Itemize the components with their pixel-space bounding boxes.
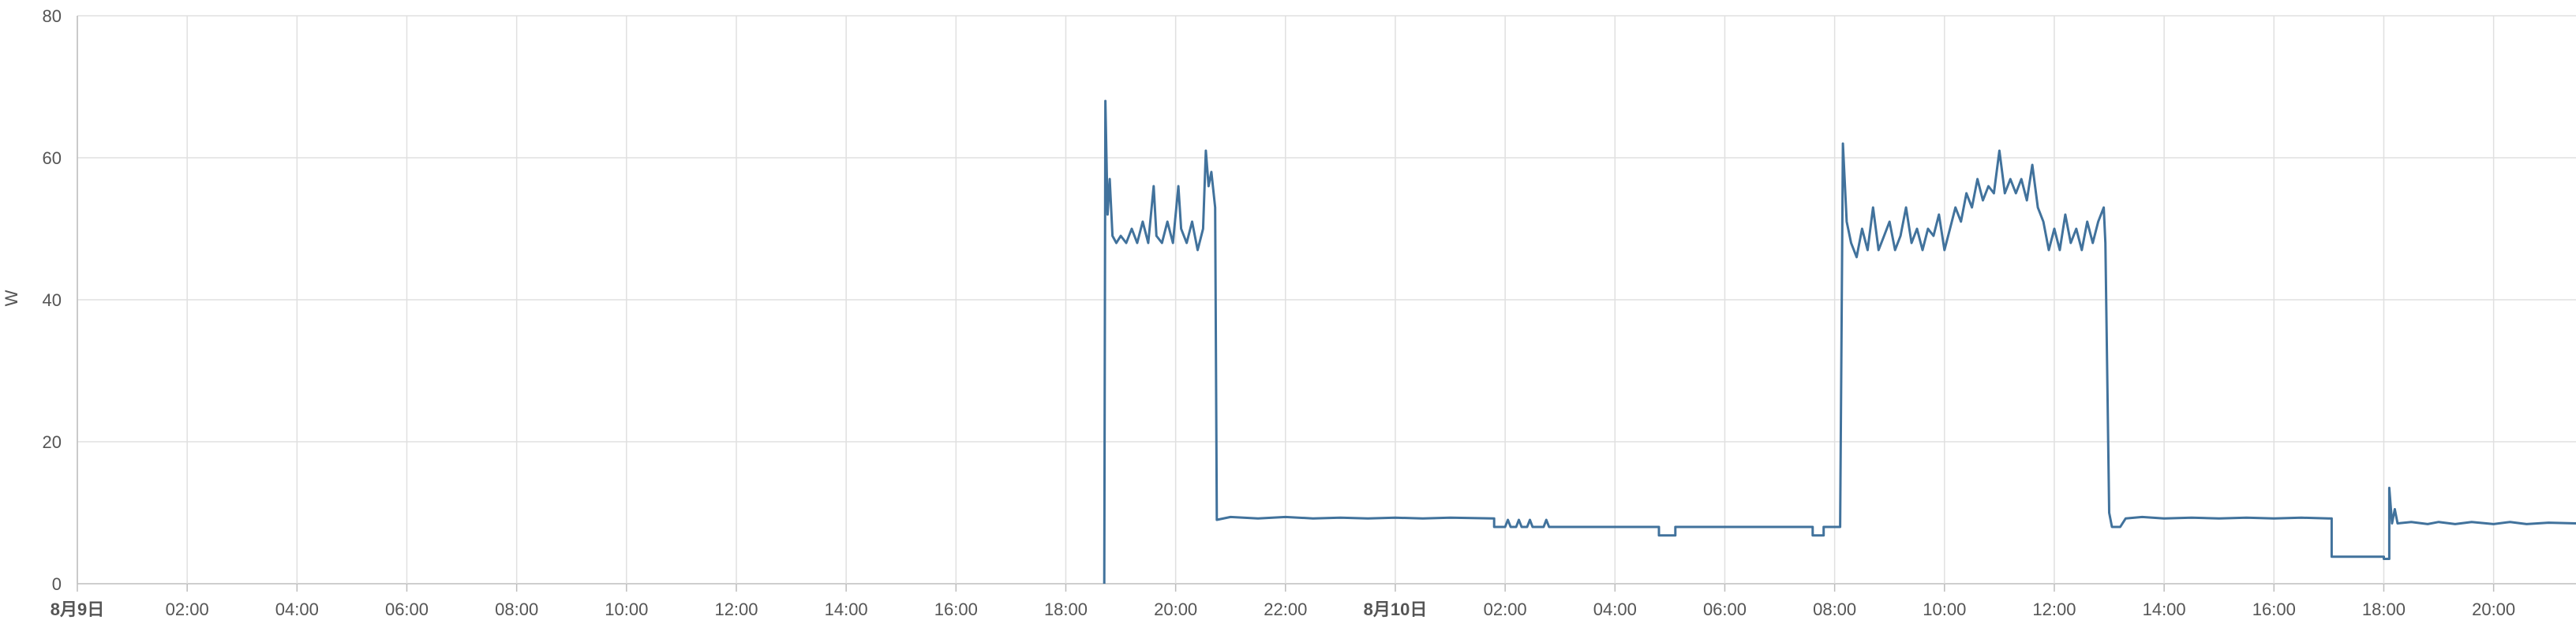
y-tick-label: 80: [43, 6, 62, 26]
x-tick-label: 08:00: [1813, 600, 1856, 619]
x-tick-label: 02:00: [166, 600, 209, 619]
y-tick-label: 20: [43, 432, 62, 452]
y-axis-label: W: [2, 289, 21, 306]
x-tick-label: 12:00: [2032, 600, 2076, 619]
axis-layer: 0 20 40 60 80 8月9日 02:00 04:00 06:00 08:00 10:00 12…: [43, 6, 2516, 619]
grid-layer: [77, 15, 2576, 592]
x-tick-label: 20:00: [1154, 600, 1197, 619]
x-tick-label: 16:00: [934, 600, 978, 619]
x-tick-label: 06:00: [1703, 600, 1747, 619]
x-tick-label: 14:00: [825, 600, 868, 619]
x-tick-label: 8月10日: [1364, 600, 1428, 619]
x-tick-label: 8月9日: [51, 600, 104, 619]
x-tick-label: 02:00: [1484, 600, 1527, 619]
x-tick-label: 18:00: [2362, 600, 2406, 619]
series-layer: [1103, 99, 2576, 585]
y-tick-label: 40: [43, 290, 62, 310]
x-tick-label: 10:00: [605, 600, 648, 619]
x-tick-label: 18:00: [1044, 600, 1088, 619]
x-tick-label: 06:00: [385, 600, 429, 619]
x-tick-label: 22:00: [1264, 600, 1307, 619]
y-tick-label: 0: [52, 574, 62, 594]
y-tick-label: 60: [43, 148, 62, 168]
x-tick-label: 12:00: [714, 600, 758, 619]
x-tick-label: 04:00: [1593, 600, 1637, 619]
x-tick-label: 08:00: [495, 600, 538, 619]
series-line-0: [1103, 99, 2576, 585]
x-tick-label: 16:00: [2252, 600, 2296, 619]
x-tick-label: 04:00: [275, 600, 319, 619]
x-tick-label: 10:00: [1923, 600, 1966, 619]
x-tick-label: 14:00: [2143, 600, 2186, 619]
x-tick-label: 20:00: [2472, 600, 2515, 619]
